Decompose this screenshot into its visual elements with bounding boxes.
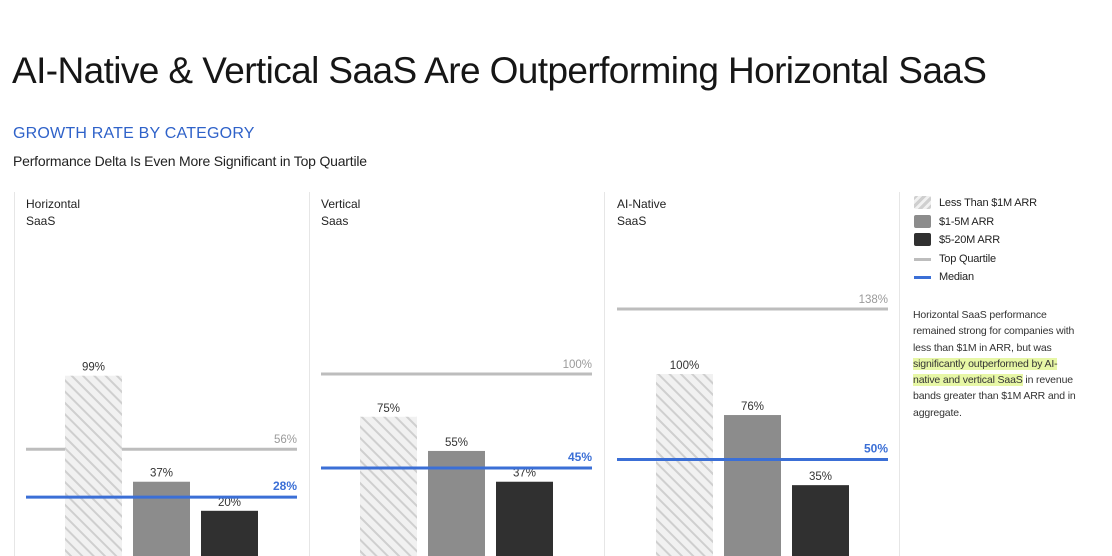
bar-5-20m [792, 485, 849, 556]
bar-less-than-1m [656, 374, 713, 556]
panel-divider [309, 192, 310, 556]
median-label: 45% [568, 450, 592, 464]
median-label: 50% [864, 442, 888, 456]
bar-value-label: 55% [445, 437, 468, 449]
bar-value-label: 99% [82, 362, 105, 374]
panel-title-vertical: Vertical Saas [321, 197, 361, 228]
bar-value-label: 76% [741, 401, 764, 413]
note-text: Horizontal SaaS performance remained str… [913, 309, 1075, 354]
panel-title-horizontal: Horizontal SaaS [26, 197, 81, 228]
bar-value-label: 20% [218, 497, 241, 509]
bar-value-label: 75% [377, 403, 400, 415]
legend-label: Median [939, 271, 974, 283]
page-subtitle: Performance Delta Is Even More Significa… [13, 153, 367, 169]
panel-divider [14, 192, 15, 556]
bar-1-5m [133, 481, 190, 556]
bar-less-than-1m [65, 375, 122, 556]
legend-label: $1-5M ARR [939, 215, 995, 228]
panel-divider [604, 192, 605, 556]
top-quartile-label: 100% [563, 359, 592, 371]
legend-label: $5-20M ARR [939, 234, 1000, 246]
bar-1-5m [724, 415, 781, 556]
median-label: 28% [273, 479, 297, 493]
legend-swatch [914, 214, 931, 228]
note-text: in revenue bands greater than $1M ARR an… [913, 374, 1076, 419]
legend-line [914, 276, 931, 279]
legend-label: Top Quartile [939, 252, 996, 265]
page-title: AI-Native & Vertical SaaS Are Outperform… [12, 50, 987, 91]
growth-rate-charts: 56% 99% 37% 20% 28% 100% 75% 55% 37% 45% 138% 100% 7… [26, 294, 888, 556]
legend-hatched-swatch [914, 196, 931, 209]
bar-value-label: 37% [150, 468, 173, 480]
top-quartile-label: 138% [859, 294, 888, 306]
bar-value-label: 100% [670, 360, 699, 372]
bar-5-20m [201, 510, 258, 556]
chart-annotation: Horizontal SaaS performance remained str… [913, 307, 1083, 421]
legend-line [914, 257, 931, 261]
bar-value-label: 35% [809, 471, 832, 483]
legend-swatch [914, 233, 931, 246]
bar-5-20m [496, 481, 553, 556]
section-label: GROWTH RATE BY CATEGORY [13, 125, 255, 142]
panel-title-ai-native: AI-Native SaaS [617, 197, 667, 228]
panel-divider [899, 192, 900, 556]
bar-less-than-1m [360, 416, 417, 556]
legend-label: Less Than $1M ARR [939, 197, 1037, 209]
top-quartile-label: 56% [274, 434, 297, 446]
bar-value-label: 37% [513, 468, 536, 480]
